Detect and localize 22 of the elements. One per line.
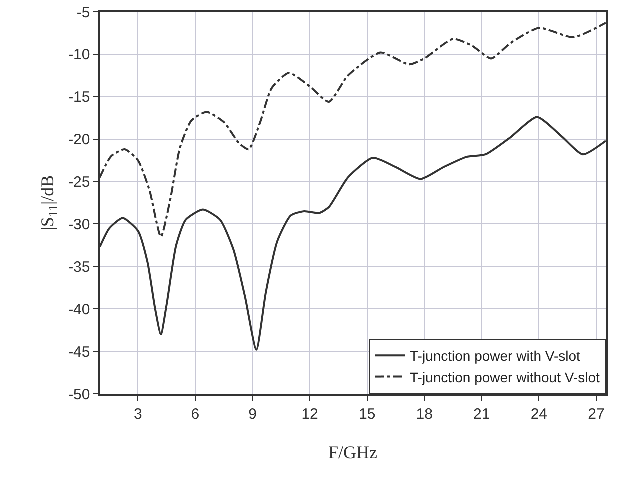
legend-label: T-junction power with V-slot [410, 348, 581, 364]
x-tick-label: 12 [302, 406, 318, 423]
y-tick-label: -5 [76, 4, 90, 22]
y-tick-label: -15 [68, 89, 90, 106]
x-tick-label: 27 [588, 406, 605, 423]
x-tick-label: 21 [474, 406, 490, 423]
x-tick-label: 24 [530, 406, 548, 423]
x-tick-label: 6 [191, 406, 200, 423]
x-tick-label: 9 [248, 406, 257, 423]
y-tick-label: -45 [68, 344, 90, 361]
y-tick-label: -10 [68, 46, 90, 64]
y-tick-label: -50 [68, 386, 90, 404]
y-tick-label: -20 [68, 132, 90, 149]
legend-label: T-junction power without V-slot [410, 369, 600, 386]
x-tick-label: 3 [134, 406, 142, 423]
y-tick-label: -25 [68, 174, 90, 192]
y-tick-label: -35 [68, 258, 90, 276]
x-tick-label: 18 [416, 406, 433, 423]
y-tick-label: -30 [68, 216, 90, 234]
x-tick-label: 15 [358, 406, 376, 423]
x-axis-title: F/GHz [328, 442, 378, 462]
y-tick-label: -40 [68, 301, 90, 318]
